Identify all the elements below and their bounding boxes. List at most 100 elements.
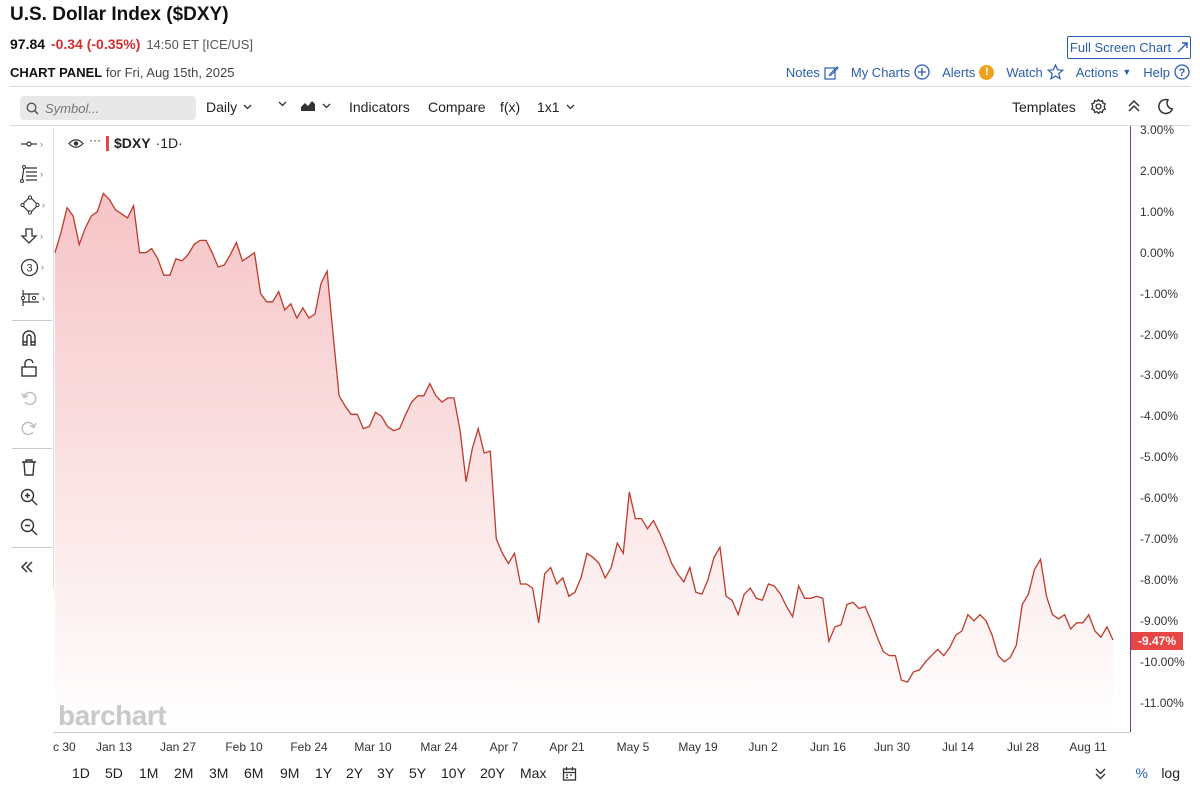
dark-mode-toggle[interactable] [1157,98,1174,115]
last-value-badge: -9.47% [1131,632,1183,650]
indicators-button[interactable]: Indicators [349,99,410,115]
price-axis[interactable]: 3.00% 2.00% 1.00% 0.00% -1.00% -2.00% -3.00% -4… [1130,123,1190,732]
delete-drawings-button[interactable] [20,455,52,479]
range-button-5d[interactable]: 5D [105,765,123,781]
price-tick-label: -5.00% [1140,450,1179,465]
date-tick-label: Jul 28 [1006,740,1040,754]
percent-scale-toggle[interactable]: % [1135,765,1148,781]
date-range-button[interactable] [562,766,577,786]
date-tick-label: Aug 11 [1069,740,1107,754]
line-tool-button[interactable]: › [20,132,52,156]
actions-menu[interactable]: Actions ▼ [1076,65,1132,80]
range-button-1d[interactable]: 1D [72,765,90,781]
quote-line: 97.84 -0.34 (-0.35%) 14:50 ET [ICE/US] [10,36,253,52]
shape-icon [20,195,40,215]
expand-range-button[interactable] [1095,767,1106,785]
symbol-input[interactable] [45,100,185,116]
function-button[interactable]: f(x) [500,99,521,115]
range-button-3m[interactable]: 3M [209,765,229,781]
log-scale-toggle[interactable]: log [1161,765,1180,781]
zoom-out-button[interactable] [20,515,52,539]
range-button-10y[interactable]: 10Y [441,765,466,781]
price-tick-label: 1.00% [1140,204,1175,219]
full-screen-chart-button[interactable]: Full Screen Chart [1067,36,1191,59]
more-intervals-button[interactable] [278,101,287,107]
moon-icon [1158,98,1174,115]
line-tool-icon [21,141,37,147]
range-button-9m[interactable]: 9M [280,765,300,781]
shape-tool-button[interactable]: › [20,193,52,217]
price-tick-label: -8.00% [1140,572,1179,587]
date-tick-label: Feb 10 [225,740,263,754]
date-tick-label: Jan 27 [159,740,197,754]
chevron-down-icon [322,103,331,108]
range-bar: 1D 5D 1M 2M 3M 6M 9M 1Y 2Y 3Y 5Y 10Y 20Y Max % log [53,758,1190,790]
layout-select[interactable]: 1x1 [537,99,575,115]
page-title: U.S. Dollar Index ($DXY) [10,4,229,25]
lock-button[interactable] [20,356,52,380]
undo-button[interactable] [20,386,52,410]
help-button[interactable]: Help ? [1143,64,1190,80]
watch-label: Watch [1006,64,1043,80]
series-interval: ·1D· [155,135,183,151]
range-button-max[interactable]: Max [520,765,547,781]
arrow-tool-button[interactable]: › [20,224,52,248]
range-button-3y[interactable]: 3Y [377,765,395,781]
chart-panel-date: for Fri, Aug 15th, 2025 [105,65,235,80]
watch-button[interactable]: Watch [1006,64,1064,80]
price-tick-label: -4.00% [1140,409,1179,424]
symbol-search[interactable] [20,96,196,120]
date-tick-label: Jun 30 [873,740,911,754]
chevrons-up-icon [1128,99,1140,112]
zoom-out-icon [20,518,38,536]
range-button-1y[interactable]: 1Y [315,765,333,781]
collapse-sidebar-button[interactable] [20,555,52,579]
chevron-right-icon: › [40,231,43,241]
range-button-2y[interactable]: 2Y [346,765,364,781]
range-button-2m[interactable]: 2M [174,765,194,781]
my-charts-label: My Charts [850,64,911,80]
alerts-button[interactable]: Alerts ! [942,64,995,80]
price-change: -0.34 (-0.35%) [50,36,141,52]
range-button-5y[interactable]: 5Y [409,765,427,781]
series-line [54,192,1114,683]
range-button-6m[interactable]: 6M [244,765,264,781]
fibonacci-icon [20,165,37,183]
help-label: Help [1143,64,1170,80]
tools-divider [12,448,52,449]
series-area-fill [55,193,1113,732]
my-charts-button[interactable]: My Charts [851,64,930,80]
measure-tool-button[interactable]: › [20,286,52,310]
notes-button[interactable]: Notes [786,65,839,80]
series-symbol: $DXY [114,135,151,151]
interval-select[interactable]: Daily [206,99,252,115]
series-legend[interactable]: ··· $DXY ·1D· [68,133,183,151]
templates-button[interactable]: Templates [1012,99,1076,115]
chevron-right-icon: › [40,139,43,149]
compare-button[interactable]: Compare [428,99,486,115]
calendar-icon [562,767,577,781]
alerts-label: Alerts [942,64,976,80]
tools-divider [12,547,52,548]
counter-tool-button[interactable]: 3 › [20,255,52,279]
series-color-marker [106,135,109,151]
date-tick-label: Feb 24 [290,740,328,754]
magnet-button[interactable] [20,326,52,350]
range-button-1m[interactable]: 1M [139,765,159,781]
redo-button[interactable] [20,416,52,440]
fib-tool-button[interactable]: › [20,162,52,186]
zoom-in-button[interactable] [20,485,52,509]
barchart-logo: barchart [58,700,167,731]
date-tick-label: Jan 13 [95,740,133,754]
gear-icon [1090,98,1107,115]
date-tick-label: May 19 [678,740,718,754]
date-axis[interactable]: c 30 Jan 13 Jan 27 Feb 10 Feb 24 Mar 10 Mar 24… [53,732,1130,758]
date-tick-label: Jul 14 [941,740,975,754]
chevron-down-icon [566,104,575,110]
price-chart[interactable] [53,126,1130,732]
range-button-20y[interactable]: 20Y [480,765,505,781]
layout-label: 1x1 [537,99,560,115]
chart-type-select[interactable] [300,99,331,112]
settings-button[interactable] [1090,98,1107,115]
collapse-toolbar-button[interactable] [1128,99,1140,113]
